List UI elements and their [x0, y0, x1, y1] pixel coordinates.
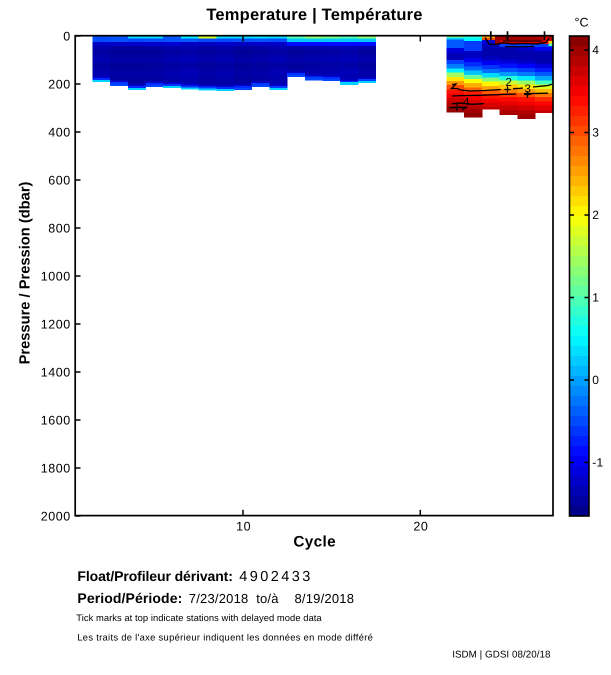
- svg-text:Les traits de l'axe supérieur: Les traits de l'axe supérieur indiquent …: [77, 631, 373, 642]
- svg-text:2: 2: [506, 77, 512, 89]
- svg-text:0: 0: [63, 30, 71, 44]
- svg-text:Cycle: Cycle: [293, 533, 336, 550]
- svg-text:Tick marks at top indicate sta: Tick marks at top indicate stations with…: [76, 612, 322, 623]
- svg-text:1800: 1800: [41, 462, 71, 476]
- svg-text:1000: 1000: [41, 270, 71, 284]
- svg-text:2000: 2000: [41, 510, 71, 524]
- svg-text:°C: °C: [574, 16, 588, 30]
- svg-text:600: 600: [48, 174, 71, 188]
- svg-text:1: 1: [592, 291, 599, 305]
- svg-text:2: 2: [592, 208, 599, 222]
- svg-text:10: 10: [236, 520, 251, 534]
- svg-text:1600: 1600: [41, 414, 71, 428]
- svg-text:Float/Profileur dérivant:49024: Float/Profileur dérivant: 4902433: [77, 568, 312, 585]
- svg-text:4: 4: [463, 97, 470, 109]
- svg-text:20: 20: [413, 520, 428, 534]
- svg-text:3: 3: [592, 126, 599, 140]
- svg-text:Temperature | Température: Temperature | Température: [206, 6, 422, 24]
- svg-text:400: 400: [48, 126, 71, 140]
- svg-text:3: 3: [525, 84, 531, 96]
- svg-text:Pressure / Pression (dbar): Pressure / Pression (dbar): [17, 181, 33, 364]
- svg-text:-1: -1: [592, 456, 603, 470]
- svg-text:0: 0: [592, 373, 599, 387]
- svg-text:4: 4: [592, 43, 599, 57]
- svg-text:1400: 1400: [41, 366, 71, 380]
- svg-text:200: 200: [48, 78, 71, 92]
- svg-text:1200: 1200: [41, 318, 71, 332]
- svg-text:ISDM | GDSI 08/20/18: ISDM | GDSI 08/20/18: [452, 650, 551, 661]
- svg-text:800: 800: [48, 222, 71, 236]
